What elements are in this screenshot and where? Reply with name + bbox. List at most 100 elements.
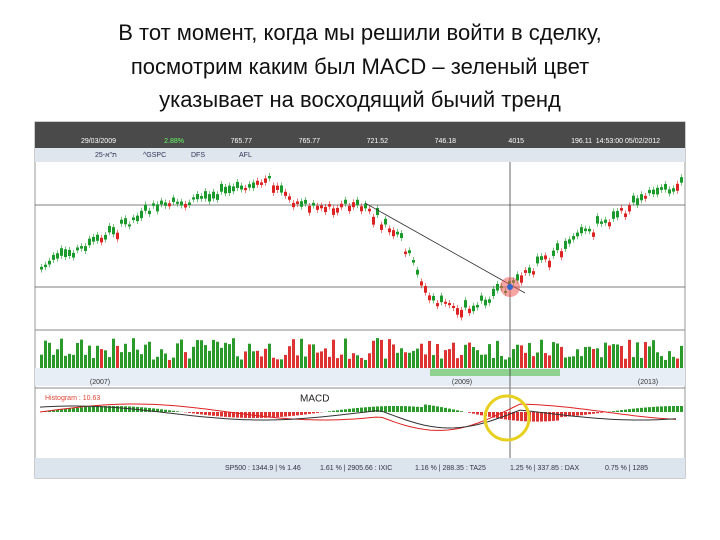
volume-bar — [448, 349, 451, 368]
macd-hist — [384, 406, 387, 412]
volume-bar — [332, 339, 335, 368]
candle — [292, 202, 295, 208]
macd-hist — [352, 408, 355, 412]
volume-bar — [216, 341, 219, 368]
candle — [332, 208, 335, 215]
range-bar — [430, 369, 560, 376]
candle — [520, 275, 523, 283]
candle — [128, 224, 131, 227]
candle — [232, 186, 235, 192]
macd-hist — [472, 412, 475, 414]
macd-hist — [676, 406, 679, 412]
candle — [328, 204, 331, 207]
candle — [544, 255, 547, 260]
macd-hist — [116, 406, 119, 412]
macd-hist — [680, 406, 683, 412]
candle — [352, 202, 355, 208]
volume-bar — [528, 343, 531, 368]
volume-bar — [68, 353, 71, 368]
macd-hist — [212, 412, 215, 416]
macd-hist — [408, 406, 411, 412]
macd-hist — [188, 412, 191, 413]
candle — [280, 185, 283, 193]
volume-bar — [120, 352, 123, 368]
volume-bar — [408, 352, 411, 368]
candle — [40, 266, 43, 270]
volume-bar — [308, 344, 311, 368]
candle — [396, 231, 399, 235]
volume-bar — [336, 358, 339, 368]
volume-bar — [272, 357, 275, 368]
toolbar-value: 746.18 — [435, 138, 457, 145]
volume-bar — [608, 345, 611, 368]
toolbar-value: 14:53:00 05/02/2012 — [596, 138, 660, 145]
candle — [672, 188, 675, 192]
macd-hist — [100, 406, 103, 412]
candle — [228, 185, 231, 193]
tab: ^GSPC — [143, 152, 166, 159]
macd-hist — [516, 412, 519, 421]
volume-bar — [124, 343, 127, 368]
candle — [84, 246, 87, 251]
macd-hist — [216, 412, 219, 417]
toolbar-value: 4015 — [508, 138, 524, 145]
candle — [472, 305, 475, 312]
volume-bar — [328, 356, 331, 368]
macd-hist — [280, 412, 283, 417]
candle — [444, 301, 447, 304]
volume-bar — [652, 340, 655, 368]
macd-hist — [532, 412, 535, 422]
macd-hist — [672, 406, 675, 412]
macd-hist — [512, 412, 515, 421]
candle — [196, 194, 199, 200]
volume-bar — [204, 345, 207, 368]
candle — [104, 234, 107, 240]
candle — [432, 295, 435, 301]
volume-bar — [428, 340, 431, 368]
volume-bar — [320, 351, 323, 368]
macd-hist — [552, 412, 555, 421]
macd-hist — [556, 412, 559, 421]
macd-hist — [428, 405, 431, 412]
volume-bar — [220, 347, 223, 368]
candle — [576, 232, 579, 237]
candle — [296, 201, 299, 204]
macd-hist — [620, 410, 623, 412]
macd-hist — [220, 412, 223, 417]
candle — [416, 269, 419, 275]
macd-hist — [368, 406, 371, 412]
macd-hist — [636, 408, 639, 412]
candle — [480, 295, 483, 301]
volume-bar — [184, 352, 187, 368]
candle — [60, 248, 63, 256]
volume-bar — [580, 356, 583, 368]
macd-hist — [400, 406, 403, 412]
candle — [100, 237, 103, 243]
candle — [608, 222, 611, 227]
volume-bar — [96, 345, 99, 368]
candle — [648, 189, 651, 194]
macd-hist — [568, 412, 571, 417]
macd-hist — [612, 411, 615, 412]
highlight-circle — [483, 394, 531, 442]
macd-hist — [652, 406, 655, 412]
candle — [92, 236, 95, 242]
macd-hist — [508, 412, 511, 420]
macd-hist — [56, 409, 59, 412]
volume-bar — [556, 343, 559, 368]
candle — [172, 197, 175, 203]
volume-bar — [620, 345, 623, 368]
candle — [592, 232, 595, 237]
candle — [624, 213, 627, 218]
candle — [244, 187, 247, 191]
candle — [528, 267, 531, 274]
volume-bar — [596, 348, 599, 368]
candle — [112, 227, 115, 235]
candle — [476, 304, 479, 308]
volume-bar — [176, 343, 179, 368]
macd-hist — [72, 408, 75, 412]
volume-bar — [500, 355, 503, 368]
candle — [404, 251, 407, 255]
volume-bar — [388, 339, 391, 368]
